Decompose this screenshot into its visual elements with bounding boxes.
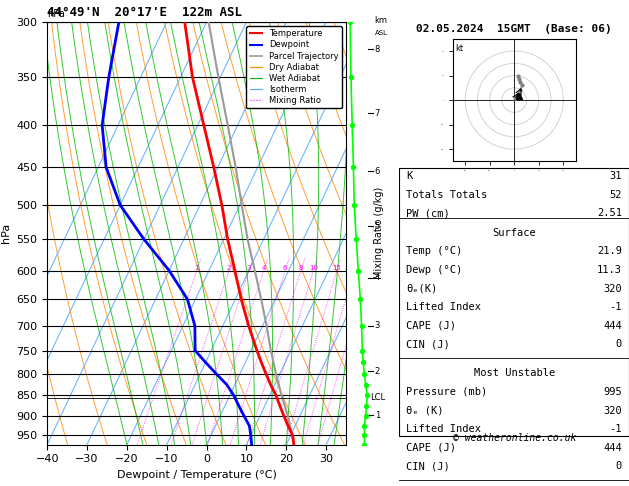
Text: Most Unstable: Most Unstable <box>474 368 555 378</box>
Point <box>359 441 369 449</box>
Text: 2: 2 <box>227 264 231 271</box>
Point <box>348 163 359 171</box>
Text: 8: 8 <box>299 264 303 271</box>
Text: 6: 6 <box>283 264 287 271</box>
Text: © weatheronline.co.uk: © weatheronline.co.uk <box>452 433 576 443</box>
Text: Mixing Ratio (g/kg): Mixing Ratio (g/kg) <box>374 187 384 279</box>
Y-axis label: hPa: hPa <box>1 223 11 243</box>
Text: Lifted Index: Lifted Index <box>406 424 481 434</box>
Text: Temp (°C): Temp (°C) <box>406 246 462 257</box>
Text: 1: 1 <box>194 264 199 271</box>
Text: 0: 0 <box>616 340 622 349</box>
Point <box>360 412 370 420</box>
Text: 444: 444 <box>603 321 622 331</box>
Text: 44°49'N  20°17'E  122m ASL: 44°49'N 20°17'E 122m ASL <box>47 6 242 19</box>
Bar <box>399 168 629 436</box>
Text: -1: -1 <box>610 424 622 434</box>
Text: kt: kt <box>455 44 464 52</box>
Text: 4: 4 <box>375 273 380 282</box>
Point <box>346 73 356 81</box>
Text: 3: 3 <box>375 321 380 330</box>
Text: Pressure (mb): Pressure (mb) <box>406 387 487 397</box>
Text: km: km <box>375 17 387 25</box>
Point <box>357 347 367 354</box>
Text: CIN (J): CIN (J) <box>406 340 450 349</box>
Text: 2: 2 <box>375 367 380 376</box>
Point <box>357 322 367 330</box>
Point <box>358 359 368 366</box>
Text: Lifted Index: Lifted Index <box>406 302 481 312</box>
Point <box>359 432 369 439</box>
Point <box>347 121 357 129</box>
Text: 2.51: 2.51 <box>597 208 622 218</box>
Text: Surface: Surface <box>493 228 536 238</box>
Point <box>362 402 372 410</box>
Text: LCL: LCL <box>370 393 386 402</box>
Text: CAPE (J): CAPE (J) <box>406 321 456 331</box>
Text: hPa: hPa <box>47 9 65 19</box>
Text: 4: 4 <box>262 264 266 271</box>
Text: 52: 52 <box>610 190 622 200</box>
Text: 21.9: 21.9 <box>597 246 622 257</box>
Text: 320: 320 <box>603 284 622 294</box>
Text: 6: 6 <box>375 167 380 176</box>
Point <box>351 235 361 243</box>
Text: θₑ(K): θₑ(K) <box>406 284 438 294</box>
Text: θₑ (K): θₑ (K) <box>406 405 444 416</box>
X-axis label: Dewpoint / Temperature (°C): Dewpoint / Temperature (°C) <box>117 470 277 480</box>
Point <box>359 370 369 378</box>
Point <box>362 392 372 399</box>
Text: 7: 7 <box>375 109 380 118</box>
Text: Dewp (°C): Dewp (°C) <box>406 265 462 275</box>
Text: 3: 3 <box>247 264 251 271</box>
Text: 02.05.2024  15GMT  (Base: 06): 02.05.2024 15GMT (Base: 06) <box>416 24 612 34</box>
Text: CAPE (J): CAPE (J) <box>406 443 456 453</box>
Text: K: K <box>406 171 413 181</box>
Legend: Temperature, Dewpoint, Parcel Trajectory, Dry Adiabat, Wet Adiabat, Isotherm, Mi: Temperature, Dewpoint, Parcel Trajectory… <box>247 26 342 108</box>
Text: Totals Totals: Totals Totals <box>406 190 487 200</box>
Text: 5: 5 <box>375 222 380 230</box>
Text: 995: 995 <box>603 387 622 397</box>
Text: 11.3: 11.3 <box>597 265 622 275</box>
Text: 15: 15 <box>333 264 342 271</box>
Text: PW (cm): PW (cm) <box>406 208 450 218</box>
Point <box>353 267 364 275</box>
Text: 0: 0 <box>616 461 622 471</box>
Point <box>349 201 359 209</box>
Text: CIN (J): CIN (J) <box>406 461 450 471</box>
Point <box>355 295 365 303</box>
Text: 10: 10 <box>309 264 318 271</box>
Point <box>345 18 355 26</box>
Text: 31: 31 <box>610 171 622 181</box>
Text: 1: 1 <box>375 411 380 420</box>
Text: 444: 444 <box>603 443 622 453</box>
Text: 8: 8 <box>375 45 380 54</box>
Point <box>359 422 369 430</box>
Point <box>360 381 370 389</box>
Text: ASL: ASL <box>375 30 387 36</box>
Text: -1: -1 <box>610 302 622 312</box>
Text: 320: 320 <box>603 405 622 416</box>
